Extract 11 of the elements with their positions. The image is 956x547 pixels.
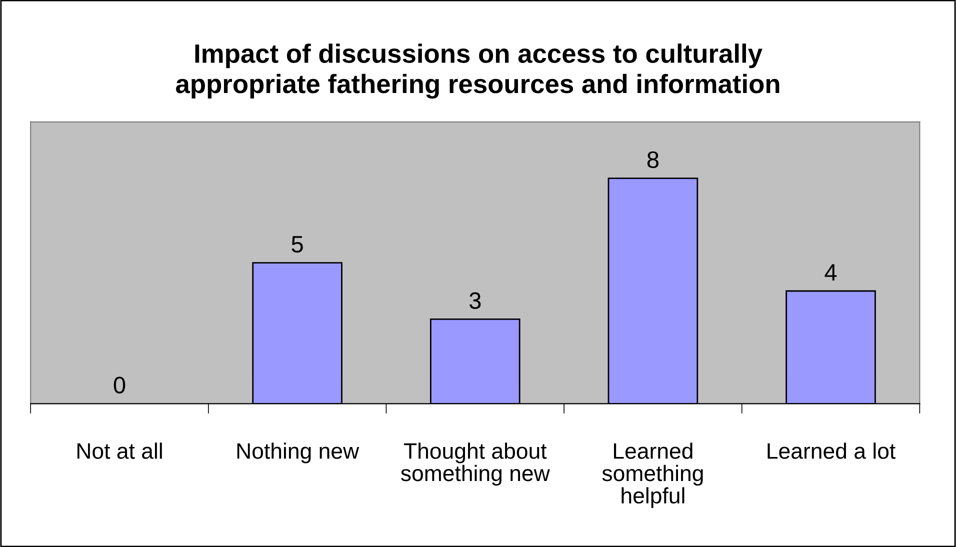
x-tick-label: Not at all: [77, 442, 162, 459]
x-tick-label: Learned a lot: [768, 442, 896, 459]
x-tick-label: Learned something helpful: [602, 442, 703, 508]
data-label: 8: [647, 151, 658, 168]
data-label: 4: [824, 264, 837, 281]
x-tick-label: Thought about something new: [401, 442, 550, 486]
data-label: 0: [114, 376, 126, 394]
data-label: 5: [292, 236, 303, 253]
data-label: 3: [469, 292, 481, 309]
x-tick-label: Nothing new: [237, 442, 360, 464]
chart-title: Impact of discussions on access to culturally appropriate fathering resources and information: [176, 44, 780, 99]
